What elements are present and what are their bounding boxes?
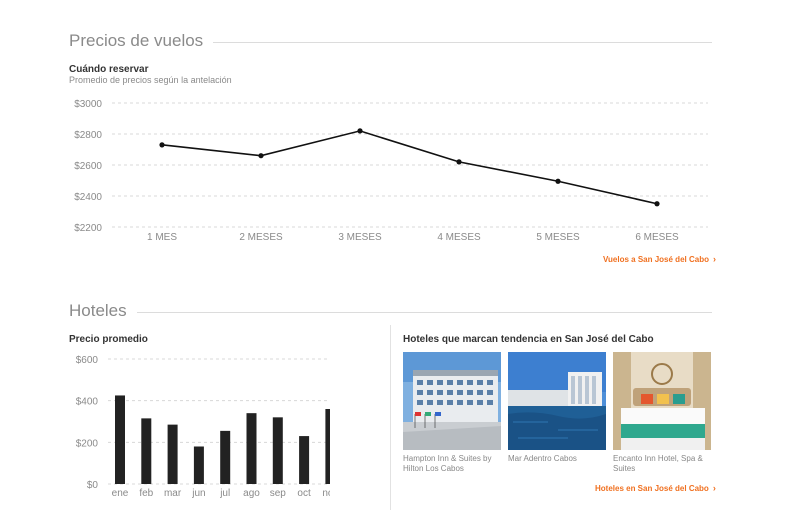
hotel-name: Encanto Inn Hotel, Spa & Suites bbox=[613, 454, 703, 473]
hotels-section-rule bbox=[70, 312, 712, 313]
hotel-card-mar-adentro[interactable]: Mar Adentro Cabos bbox=[508, 352, 606, 464]
x-tick-label: jul bbox=[219, 488, 230, 499]
hotels-column-divider bbox=[390, 325, 391, 510]
price-point bbox=[159, 142, 165, 148]
hotel-name: Mar Adentro Cabos bbox=[508, 454, 577, 463]
hotel-average-price-bar-chart: $600 $400 $200 $0 ene feb mar jun jul ago sep oct n… bbox=[76, 355, 330, 499]
y-tick-label: $400 bbox=[76, 397, 99, 408]
flights-section-rule bbox=[70, 42, 712, 43]
y-tick-label: $0 bbox=[87, 480, 99, 491]
y-tick-label: $2800 bbox=[74, 130, 102, 141]
price-point bbox=[357, 128, 363, 134]
price-point bbox=[555, 178, 561, 184]
y-tick-label: $600 bbox=[76, 355, 99, 366]
x-tick-label: 6 MESES bbox=[635, 232, 679, 243]
trending-hotels-title: Hoteles que marcan tendencia en San José… bbox=[403, 334, 654, 345]
x-tick-label: feb bbox=[139, 488, 153, 499]
price-bar bbox=[220, 430, 231, 484]
x-tick-label: ene bbox=[112, 488, 129, 499]
hotels-link-label: Hoteles en San José del Cabo bbox=[595, 484, 709, 493]
price-series-line bbox=[161, 130, 658, 205]
x-tick-label: 2 MESES bbox=[239, 232, 283, 243]
flight-price-line-chart: $3000 $2800 $2600 $2400 $2200 1 MES 2 MESES 3 … bbox=[74, 99, 708, 243]
average-price-title: Precio promedio bbox=[69, 334, 148, 345]
x-tick-label: 3 MESES bbox=[338, 232, 382, 243]
x-tick-label: nov bbox=[322, 488, 330, 499]
price-bar bbox=[115, 395, 125, 484]
price-bar bbox=[299, 436, 310, 484]
hotel-card-encanto-inn[interactable]: Encanto Inn Hotel, Spa & Suites bbox=[613, 352, 711, 474]
x-tick-label: ago bbox=[243, 488, 260, 499]
x-tick-label: 4 MESES bbox=[437, 232, 481, 243]
flights-to-destination-link[interactable]: Vuelos a San José del Cabo › bbox=[603, 254, 716, 264]
price-bar bbox=[246, 413, 257, 484]
y-tick-label: $2600 bbox=[74, 161, 102, 172]
x-tick-label: sep bbox=[270, 488, 287, 499]
hotel-photo bbox=[403, 352, 501, 450]
y-tick-label: $3000 bbox=[74, 99, 102, 110]
price-bar bbox=[193, 446, 204, 484]
x-tick-label: oct bbox=[297, 488, 311, 499]
price-point bbox=[258, 153, 264, 159]
y-tick-label: $2400 bbox=[74, 192, 102, 203]
chevron-right-icon: › bbox=[712, 483, 716, 493]
when-to-book-title: Cuándo reservar bbox=[69, 64, 149, 75]
x-tick-label: jun bbox=[191, 488, 205, 499]
y-tick-label: $200 bbox=[76, 438, 99, 449]
when-to-book-caption: Promedio de precios según la antelación bbox=[69, 75, 232, 85]
x-tick-label: mar bbox=[164, 488, 182, 499]
price-bar bbox=[325, 409, 330, 484]
price-bar bbox=[272, 417, 283, 484]
hotel-photo bbox=[613, 352, 711, 450]
hotels-section-title: Hoteles bbox=[69, 301, 137, 321]
price-point bbox=[456, 159, 462, 165]
hotel-name: Hampton Inn & Suites by Hilton Los Cabos bbox=[403, 454, 492, 473]
x-tick-label: 5 MESES bbox=[536, 232, 580, 243]
x-tick-label: 1 MES bbox=[147, 232, 177, 243]
hotel-photo bbox=[508, 352, 606, 450]
chevron-right-icon: › bbox=[712, 254, 716, 264]
hotels-in-destination-link[interactable]: Hoteles en San José del Cabo › bbox=[595, 483, 716, 493]
price-bar bbox=[167, 424, 178, 484]
flights-link-label: Vuelos a San José del Cabo bbox=[603, 255, 709, 264]
y-tick-label: $2200 bbox=[74, 223, 102, 234]
price-point bbox=[654, 201, 660, 207]
flights-section-title: Precios de vuelos bbox=[69, 31, 214, 51]
hotel-card-hampton-inn[interactable]: Hampton Inn & Suites by Hilton Los Cabos bbox=[403, 352, 501, 474]
price-bar bbox=[141, 418, 152, 484]
